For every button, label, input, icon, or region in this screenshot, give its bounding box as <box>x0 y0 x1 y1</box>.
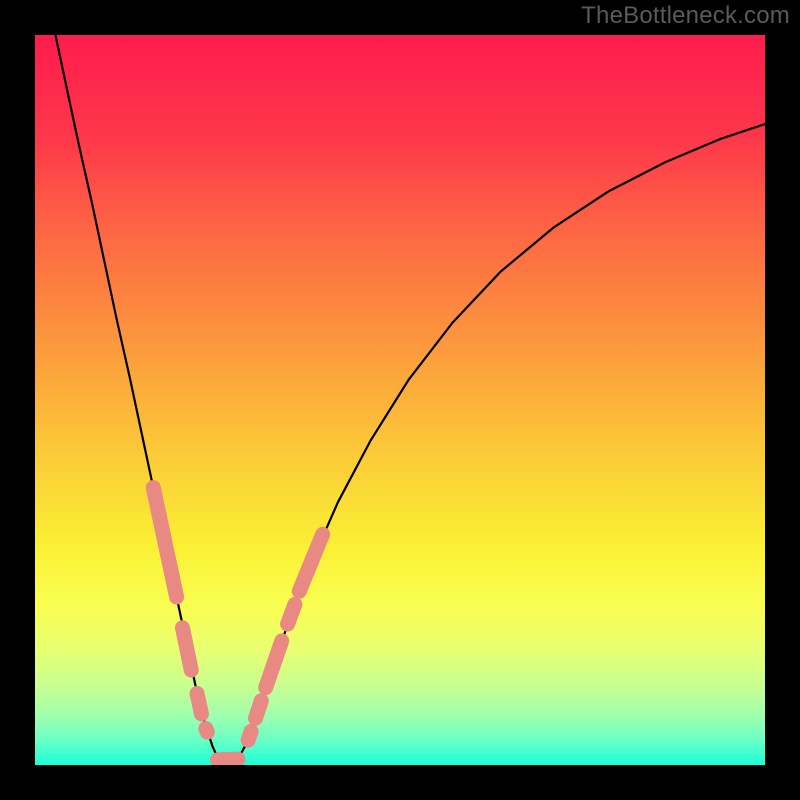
chart-stage: TheBottleneck.com <box>0 0 800 800</box>
marker-segment <box>182 628 191 670</box>
marker-segment <box>206 729 207 733</box>
marker-segment <box>197 693 201 713</box>
marker-segment <box>218 759 238 760</box>
marker-segment <box>288 604 295 624</box>
watermark-text: TheBottleneck.com <box>581 2 790 30</box>
plot-background <box>35 35 765 765</box>
marker-segment <box>255 701 261 719</box>
marker-segment <box>248 731 251 740</box>
bottleneck-curve-chart <box>0 0 800 800</box>
